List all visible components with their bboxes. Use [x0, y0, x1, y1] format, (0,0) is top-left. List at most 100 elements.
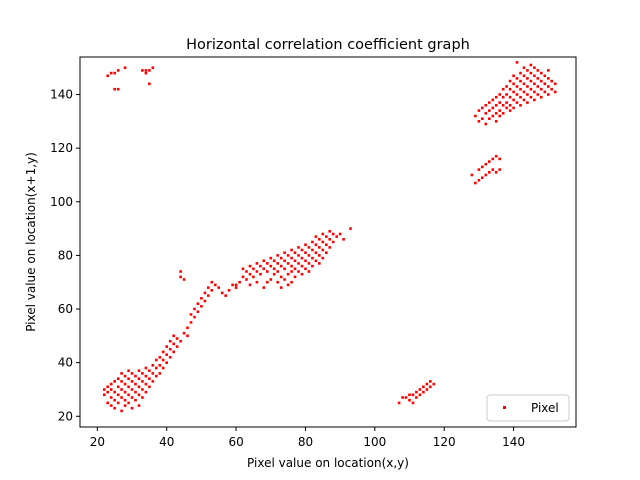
data-point: [137, 377, 141, 380]
data-point: [158, 364, 162, 367]
y-tick-label: 60: [58, 302, 73, 316]
data-point: [231, 283, 234, 287]
data-point: [547, 93, 550, 96]
data-point: [151, 364, 155, 367]
data-point: [484, 122, 488, 126]
data-point: [113, 390, 116, 394]
data-point: [484, 173, 488, 177]
data-point: [529, 87, 533, 91]
data-point: [286, 262, 290, 265]
data-point: [512, 90, 515, 94]
data-point: [293, 259, 297, 263]
data-point: [325, 251, 328, 254]
data-point: [425, 382, 429, 386]
data-point: [474, 114, 477, 118]
data-point: [186, 334, 189, 338]
data-point: [109, 388, 113, 391]
data-point: [196, 302, 200, 305]
data-point: [290, 280, 293, 284]
data-point: [488, 101, 491, 104]
data-point: [259, 264, 262, 268]
data-point: [540, 79, 543, 83]
data-point: [113, 398, 116, 402]
data-point: [109, 396, 113, 399]
data-point: [512, 74, 515, 78]
data-point: [505, 106, 508, 110]
data-point: [404, 396, 408, 399]
data-point: [498, 109, 501, 112]
data-point: [314, 243, 318, 246]
data-point: [103, 388, 106, 391]
data-point: [238, 280, 241, 284]
data-point: [214, 283, 217, 287]
data-point: [141, 69, 144, 72]
data-point: [290, 270, 293, 273]
data-point: [522, 98, 526, 102]
data-point: [519, 71, 522, 75]
data-point: [349, 227, 352, 230]
data-point: [234, 283, 238, 287]
data-point: [252, 267, 255, 271]
y-tick-label: 120: [50, 141, 73, 155]
data-point: [318, 246, 321, 249]
data-point: [311, 240, 314, 244]
data-point: [529, 79, 533, 83]
data-point: [172, 342, 175, 346]
data-point: [134, 382, 137, 386]
data-point: [314, 259, 318, 263]
data-point: [325, 243, 328, 246]
data-point: [484, 162, 488, 166]
data-point: [141, 388, 144, 391]
data-point: [255, 262, 259, 265]
data-point: [175, 345, 179, 348]
data-point: [148, 69, 151, 72]
data-point: [168, 356, 172, 359]
data-point: [335, 235, 338, 238]
data-point: [158, 356, 162, 359]
data-point: [488, 171, 491, 174]
data-point: [304, 259, 307, 263]
data-point: [408, 393, 411, 397]
x-axis-label: Pixel value on location(x,y): [247, 456, 409, 470]
data-point: [331, 240, 335, 244]
data-point: [113, 71, 116, 75]
data-point: [127, 369, 130, 372]
data-point: [328, 238, 331, 241]
data-point: [248, 272, 252, 276]
data-point: [519, 87, 522, 91]
data-point: [481, 117, 484, 120]
data-point: [318, 262, 321, 265]
data-point: [279, 286, 283, 289]
y-tick-label: 80: [58, 248, 73, 262]
data-point: [522, 82, 526, 86]
data-point: [526, 101, 529, 104]
data-point: [193, 315, 196, 319]
data-point: [505, 85, 508, 88]
data-point: [494, 154, 498, 158]
data-point: [477, 179, 481, 182]
data-point: [269, 256, 273, 260]
data-point: [137, 369, 141, 372]
data-point: [515, 93, 519, 96]
data-point: [158, 372, 162, 375]
data-point: [536, 93, 540, 96]
data-point: [338, 232, 342, 236]
data-point: [137, 404, 141, 407]
data-point: [144, 366, 148, 370]
data-point: [120, 380, 123, 383]
data-point: [106, 385, 109, 389]
data-point: [533, 66, 536, 69]
data-point: [272, 259, 276, 263]
data-point: [220, 291, 224, 295]
data-point: [120, 409, 123, 413]
data-point: [415, 390, 418, 394]
data-point: [484, 104, 488, 107]
data-point: [203, 299, 207, 303]
data-point: [547, 77, 550, 80]
data-point: [109, 382, 113, 386]
data-point: [241, 267, 245, 271]
data-point: [144, 374, 148, 378]
data-point: [137, 393, 141, 397]
data-point: [477, 168, 481, 171]
data-point: [477, 109, 481, 112]
